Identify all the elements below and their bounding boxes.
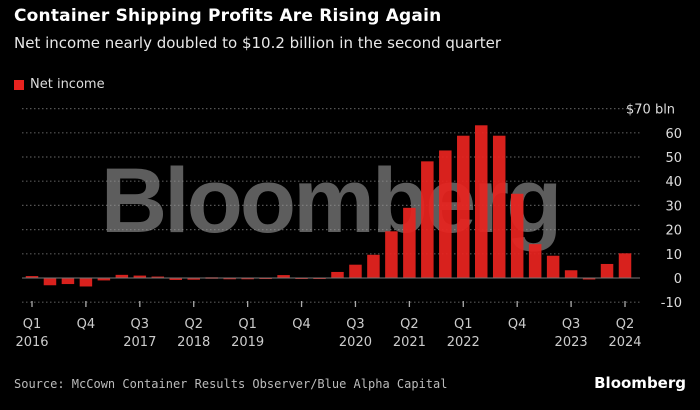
bar <box>528 244 542 278</box>
x-tick-label-year: 2023 <box>555 335 588 350</box>
x-tick-label-quarter: Q1 <box>23 317 42 332</box>
x-tick-label-quarter: Q4 <box>292 317 311 332</box>
bar <box>151 276 165 279</box>
x-tick-label-year: 2022 <box>447 335 480 350</box>
legend-label: Net income <box>30 77 105 92</box>
x-tick-label-year: 2019 <box>231 335 264 350</box>
x-tick-label-year: 2016 <box>15 335 48 350</box>
x-tick-label-quarter: Q2 <box>400 317 419 332</box>
x-tick-label-year: 2021 <box>393 335 426 350</box>
bar <box>133 275 147 278</box>
bar <box>564 270 578 278</box>
y-tick-label: 20 <box>665 224 682 239</box>
bar <box>457 135 470 278</box>
legend: Net income <box>14 77 105 92</box>
y-tick-label: 30 <box>665 199 682 214</box>
y-tick-label: $70 bln <box>626 103 675 118</box>
bar <box>115 274 129 278</box>
bar <box>367 254 380 278</box>
x-tick-label-quarter: Q4 <box>508 317 527 332</box>
bar <box>510 193 524 278</box>
legend-swatch <box>14 79 24 90</box>
bar <box>618 253 632 278</box>
bar <box>97 278 111 281</box>
bar <box>43 278 57 286</box>
y-tick-label: 0 <box>674 272 682 287</box>
bar <box>475 125 488 278</box>
bar <box>187 278 200 280</box>
bar <box>600 263 614 278</box>
bar <box>277 275 290 278</box>
bar <box>421 161 434 278</box>
x-tick-label-quarter: Q3 <box>131 317 150 332</box>
bar <box>349 264 362 278</box>
bar <box>223 277 236 280</box>
x-tick-label-quarter: Q2 <box>616 317 635 332</box>
bar <box>61 278 75 285</box>
y-tick-label: 60 <box>665 127 682 142</box>
y-tick-label: 10 <box>665 248 682 263</box>
bloomberg-logo: Bloomberg <box>594 374 686 392</box>
bar <box>492 135 506 278</box>
chart-subtitle: Net income nearly doubled to $10.2 billi… <box>14 34 502 52</box>
bar <box>79 278 93 287</box>
chart-title: Container Shipping Profits Are Rising Ag… <box>14 6 442 26</box>
bar <box>169 278 183 280</box>
y-tick-label: -10 <box>661 296 682 311</box>
x-tick-label-quarter: Q2 <box>184 317 203 332</box>
y-tick-label: 50 <box>665 151 682 166</box>
x-tick-label-year: 2018 <box>177 335 210 350</box>
watermark: Bloomberg <box>101 150 560 252</box>
bar <box>241 277 254 280</box>
y-tick-label: 40 <box>665 175 682 190</box>
x-tick-label-quarter: Q3 <box>562 317 581 332</box>
x-tick-label-quarter: Q1 <box>454 317 473 332</box>
bar <box>582 278 596 280</box>
x-tick-label-year: 2020 <box>339 335 372 350</box>
bar <box>546 255 560 278</box>
x-tick-label-quarter: Q1 <box>238 317 257 332</box>
x-tick-label-year: 2024 <box>608 335 641 350</box>
bar <box>331 271 344 278</box>
x-tick-label-year: 2017 <box>123 335 156 350</box>
x-tick-label-quarter: Q4 <box>77 317 96 332</box>
bar <box>385 231 398 278</box>
source-note: Source: McCown Container Results Observe… <box>14 377 448 391</box>
x-tick-label-quarter: Q3 <box>346 317 365 332</box>
bar <box>403 207 416 278</box>
bar <box>25 276 39 278</box>
bar <box>439 150 452 278</box>
